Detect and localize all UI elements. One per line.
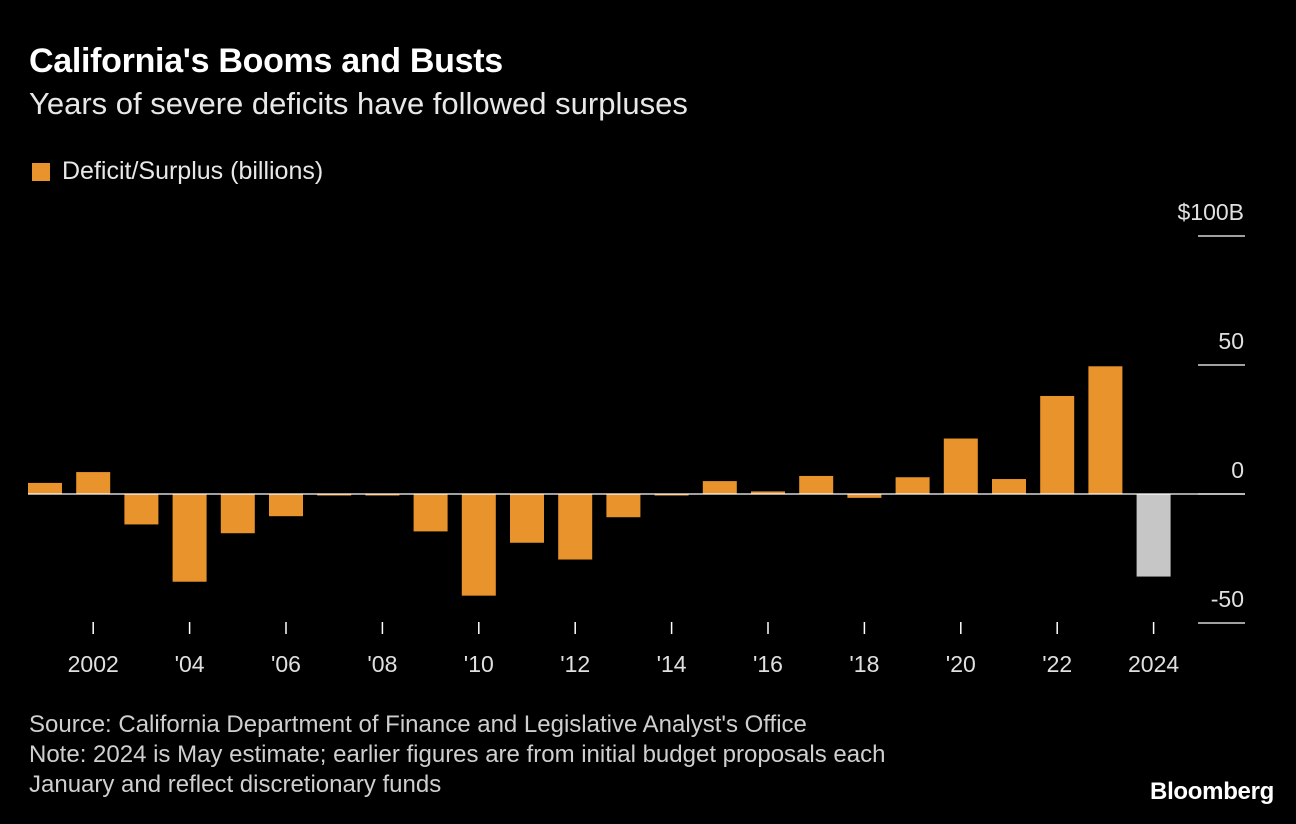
x-tick-label: '22 (1042, 651, 1072, 677)
chart-subtitle: Years of severe deficits have followed s… (29, 86, 688, 121)
bar-2020 (943, 438, 978, 494)
source-note: Source: California Department of Finance… (29, 711, 807, 738)
x-tick-label: 2024 (1128, 651, 1179, 677)
y-tick-label: $100B (1177, 199, 1244, 225)
bar-2013 (606, 494, 641, 518)
x-tick-label: '06 (271, 651, 301, 677)
bar-2005 (220, 494, 255, 534)
x-tick-label: '04 (175, 651, 205, 677)
bar-2007 (317, 494, 352, 496)
note-line-2: January and reflect discretionary funds (29, 771, 442, 798)
footer: Source: California Department of Finance… (29, 710, 885, 800)
x-tick-label: '16 (753, 651, 783, 677)
bar-2016 (751, 491, 785, 494)
x-tick-label: '10 (464, 651, 494, 677)
bar-2018 (847, 494, 882, 498)
bar-2015 (702, 481, 737, 494)
y-tick-label: 50 (1218, 328, 1244, 354)
bar-2012 (558, 494, 593, 560)
x-tick-label: '18 (849, 651, 879, 677)
y-tick-label: -50 (1211, 586, 1244, 612)
bar-2014 (654, 494, 689, 496)
x-tick-label: '12 (560, 651, 590, 677)
bar-2009 (413, 494, 448, 532)
bar-2023 (1088, 366, 1123, 494)
bar-2001 (28, 482, 62, 494)
bloomberg-logo: Bloomberg (1150, 778, 1274, 805)
legend-swatch (32, 162, 50, 181)
bar-2010 (461, 494, 496, 596)
note-line-1: Note: 2024 is May estimate; earlier figu… (29, 741, 886, 768)
bar-2022 (1040, 395, 1075, 494)
legend: Deficit/Surplus (billions) (32, 157, 323, 186)
bar-2017 (799, 475, 834, 494)
x-tick-label: '20 (946, 651, 976, 677)
x-tick-label: '08 (367, 651, 397, 677)
x-tick-label: 2002 (68, 651, 119, 677)
y-tick-label: 0 (1231, 457, 1244, 483)
bar-2008 (365, 494, 400, 496)
legend-label: Deficit/Surplus (billions) (62, 157, 324, 185)
bar-2004 (172, 494, 207, 582)
chart-title: California's Booms and Busts (29, 42, 503, 80)
bar-2021 (992, 479, 1026, 494)
bar-2003 (124, 494, 159, 525)
bar-2006 (269, 494, 303, 517)
bar-2024 (1136, 494, 1171, 577)
bar-2019 (895, 477, 930, 494)
bar-2002 (76, 472, 111, 494)
x-tick-label: '14 (657, 651, 687, 677)
bar-2011 (510, 494, 544, 543)
